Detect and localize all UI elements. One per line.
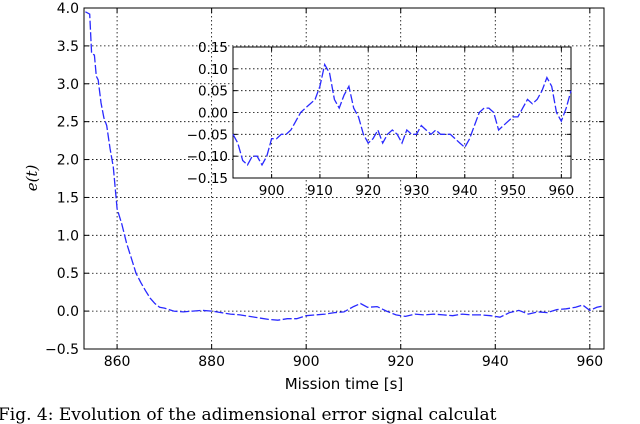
inset-series-line [232, 62, 572, 167]
main-y-tick-label: 2.5 [57, 115, 79, 131]
figure-caption: Fig. 4: Evolution of the adimensional er… [0, 405, 497, 424]
inset-x-tick-label: 940 [452, 183, 478, 199]
main-x-tick-label: 860 [104, 354, 131, 370]
main-x-tick-label: 940 [482, 354, 509, 370]
y-axis-label: e(t) [23, 165, 41, 192]
inset-y-tick-label: 0.15 [198, 40, 228, 56]
main-y-tick-label: 0.0 [57, 304, 79, 320]
main-x-ticks: 860 880 900 920 940 960 [104, 8, 603, 370]
inset-y-tick-label: −0.15 [187, 171, 228, 187]
main-x-tick-label: 920 [387, 354, 414, 370]
main-y-tick-label: 1.5 [57, 190, 79, 206]
inset-x-tick-label: 910 [307, 183, 333, 199]
main-y-tick-label: 1.0 [57, 228, 79, 244]
inset-x-tick-label: 960 [548, 183, 574, 199]
inset-y-tick-label: 0.05 [198, 84, 228, 100]
x-axis-label: Mission time [s] [285, 375, 404, 393]
inset-y-tick-label: −0.05 [187, 127, 228, 143]
main-y-tick-label: 3.5 [57, 39, 79, 55]
inset-y-tick-label: −0.10 [187, 149, 228, 165]
main-x-tick-label: 880 [198, 354, 225, 370]
inset-x-tick-label: 950 [500, 183, 526, 199]
main-y-tick-label: −0.5 [45, 342, 79, 358]
main-x-tick-label: 960 [576, 354, 603, 370]
main-y-tick-label: 0.5 [57, 266, 79, 282]
inset-x-tick-label: 930 [404, 183, 430, 199]
main-y-tick-label: 4.0 [57, 1, 79, 17]
inset-grid [233, 46, 571, 179]
inset-x-ticks: 900 910 920 930 940 950 960 [259, 47, 574, 199]
inset-y-ticks: −0.15 −0.10 −0.05 0.00 0.05 0.10 0.15 [187, 40, 571, 187]
inset-x-tick-label: 900 [259, 183, 285, 199]
main-x-tick-label: 900 [293, 354, 320, 370]
main-y-tick-label: 2.0 [57, 153, 79, 169]
main-y-tick-label: 3.0 [57, 77, 79, 93]
inset-plot: −0.15 −0.10 −0.05 0.00 0.05 0.10 0.15 900 910 92… [187, 40, 575, 199]
inset-y-tick-label: 0.00 [198, 106, 228, 122]
inset-x-tick-label: 920 [355, 183, 381, 199]
main-series-line [85, 11, 605, 321]
main-y-ticks: −0.5 0.0 0.5 1.0 1.5 2.0 2.5 3.0 3.5 4.0 [45, 1, 604, 358]
inset-y-tick-label: 0.10 [198, 62, 228, 78]
